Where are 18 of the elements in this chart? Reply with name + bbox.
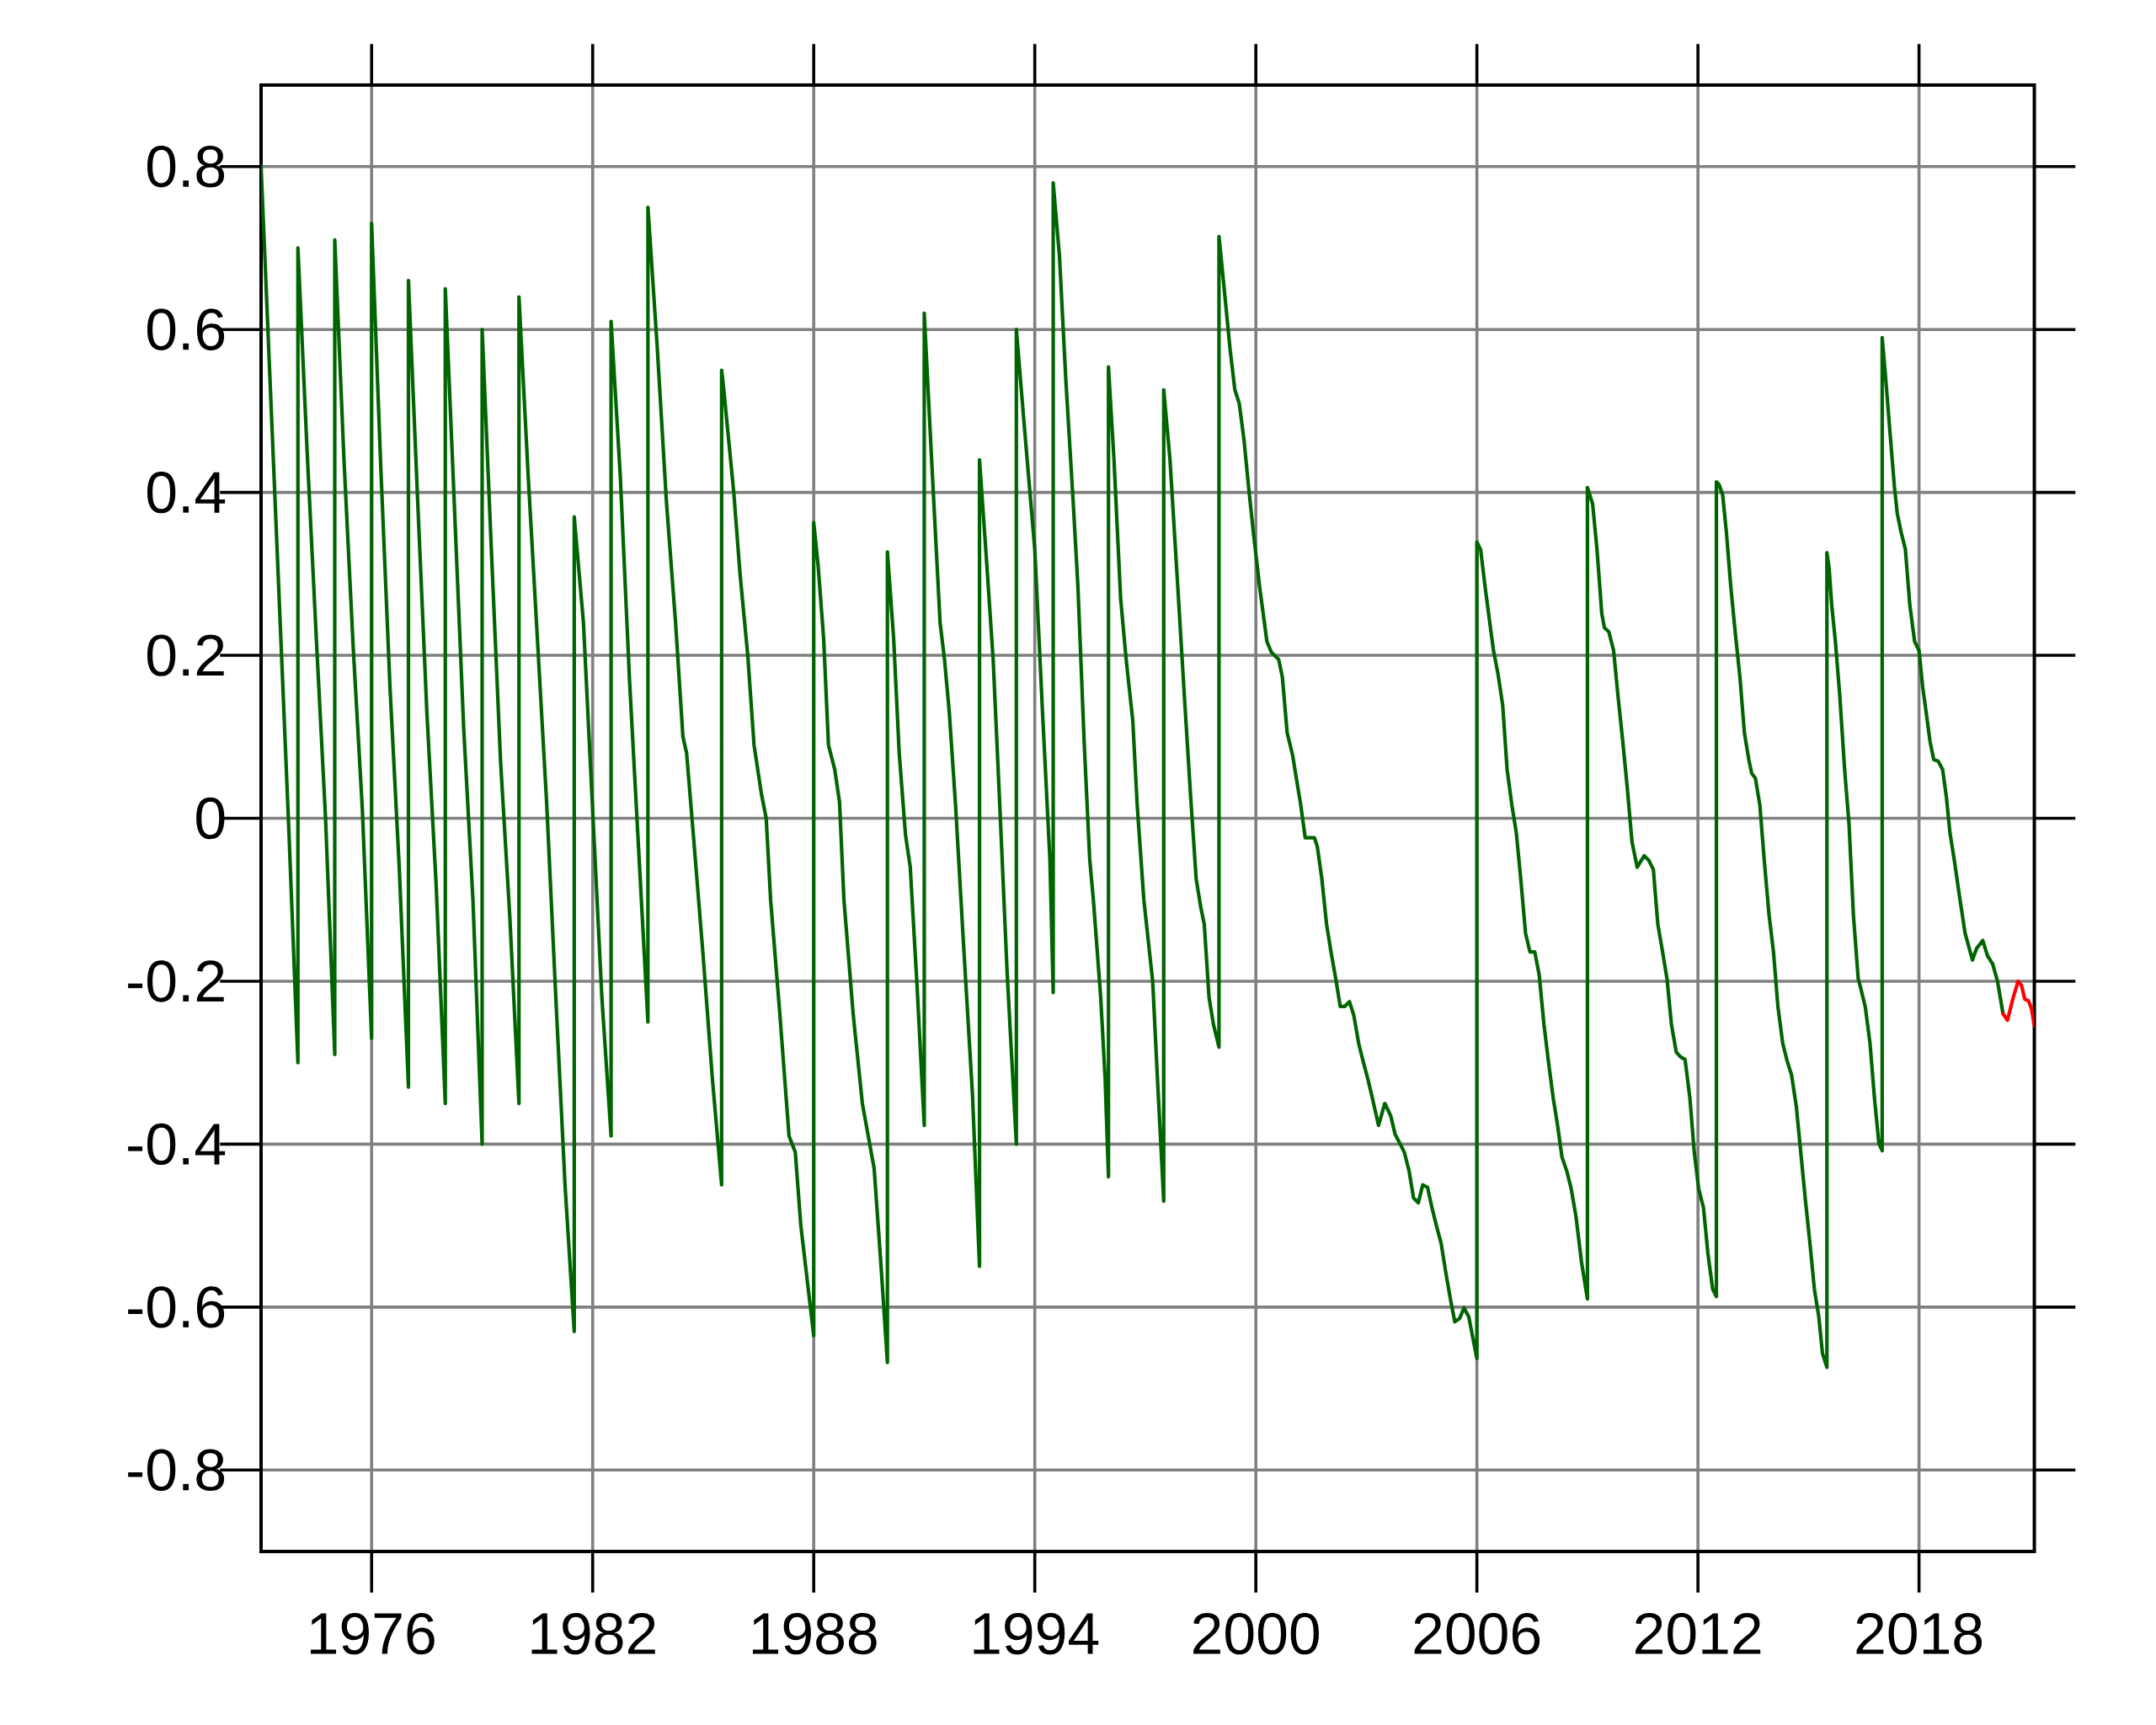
x-tick-label: 2012	[1636, 1612, 1761, 1655]
y-tick-label: 0.2	[147, 634, 224, 676]
y-tick-label: 0	[196, 797, 225, 840]
x-tick-label: 2006	[1414, 1612, 1540, 1655]
x-tick-label: 1976	[310, 1612, 435, 1655]
y-tick-label: -0.2	[128, 960, 224, 1002]
y-tick-label: 0.4	[147, 471, 226, 514]
y-tick-label: 0.8	[147, 146, 225, 188]
y-tick-label: -0.8	[128, 1449, 225, 1491]
y-tick-label: 0.6	[147, 308, 225, 350]
line-series	[2001, 979, 2035, 1028]
y-tick-label: -0.6	[128, 1286, 225, 1328]
x-tick-label: 1982	[531, 1612, 655, 1655]
x-tick-label: 1988	[752, 1612, 877, 1655]
x-tick-label: 2000	[1193, 1612, 1319, 1655]
x-tick-label: 2018	[1856, 1612, 1983, 1655]
x-tick-label: 1994	[974, 1612, 1099, 1655]
y-tick-label: -0.4	[128, 1123, 226, 1166]
